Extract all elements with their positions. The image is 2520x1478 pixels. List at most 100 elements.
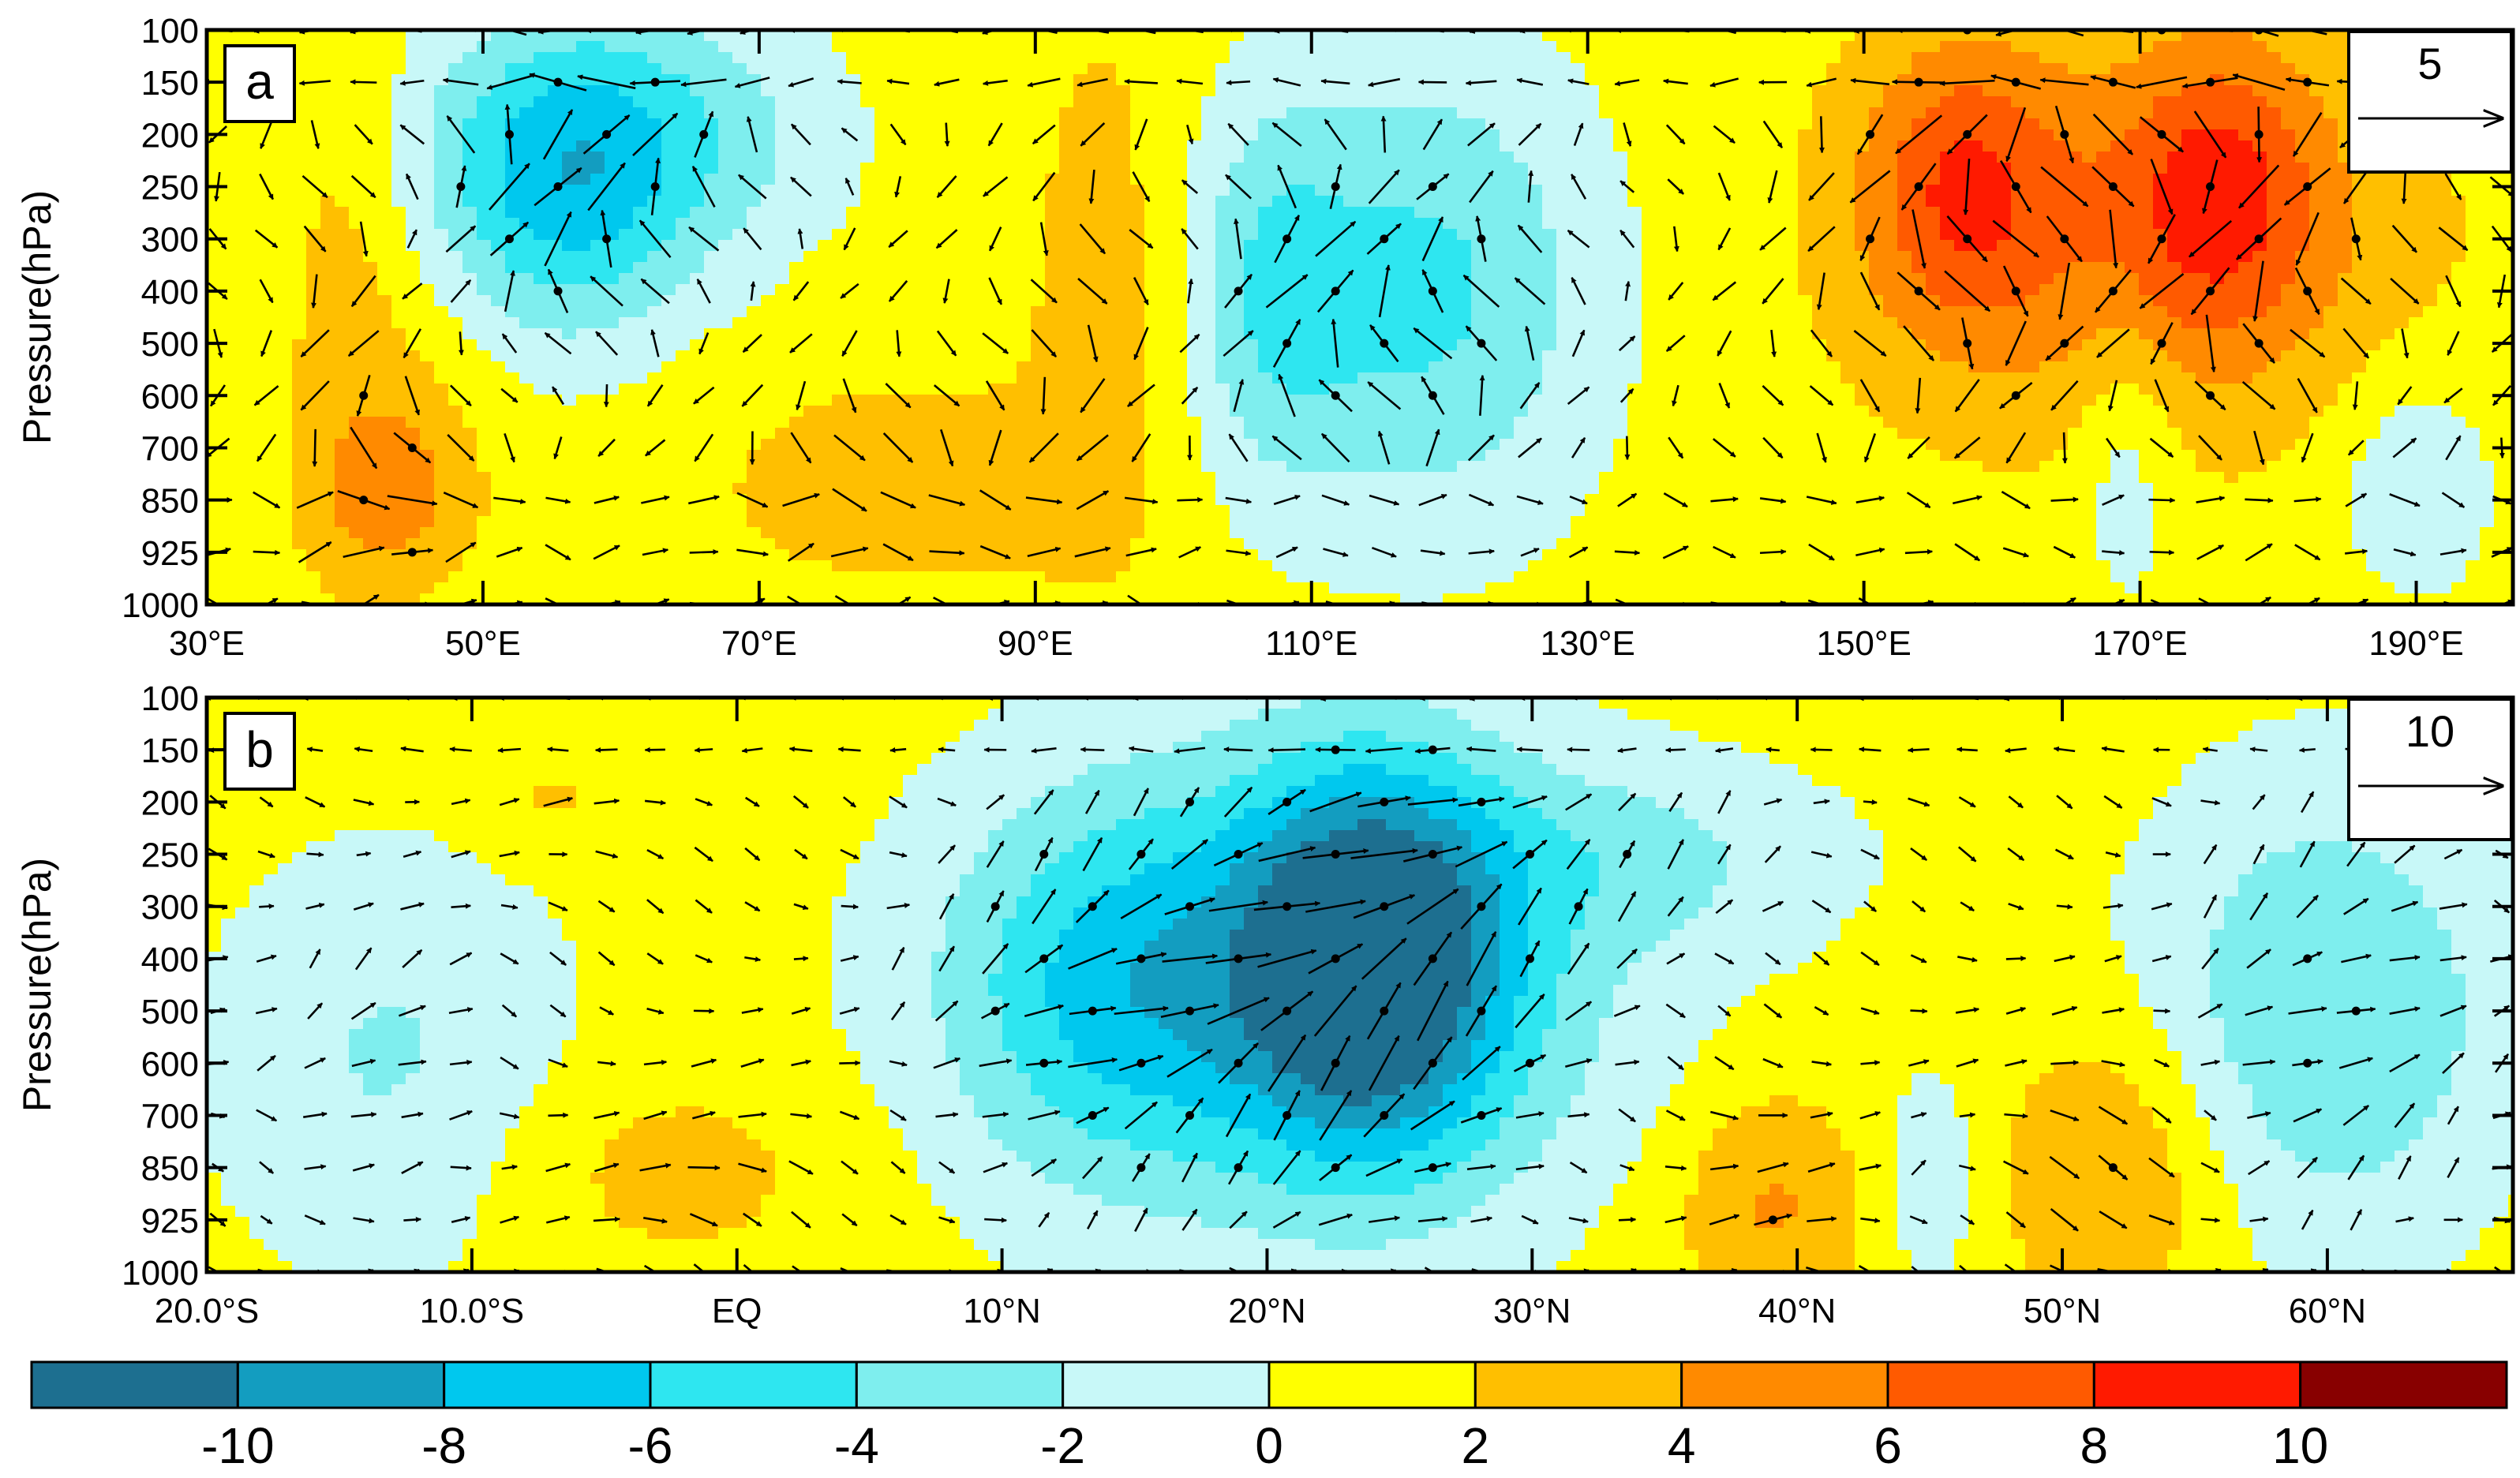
field-cell: [1698, 63, 1713, 75]
field-cell: [406, 52, 421, 64]
field-cell: [690, 350, 705, 362]
field-cell: [1869, 52, 1884, 64]
field-cell: [1883, 240, 1898, 252]
field-cell: [676, 52, 691, 64]
field-cell: [1116, 41, 1131, 53]
field-cell: [1159, 328, 1174, 340]
field-cell: [1741, 96, 1756, 108]
field-cell: [491, 306, 506, 318]
field-cell: [1329, 229, 1344, 241]
field-cell: [2025, 262, 2040, 274]
field-cell: [1585, 63, 1600, 75]
field-cell: [534, 350, 549, 362]
field-cell: [2139, 328, 2154, 340]
field-cell: [1840, 118, 1855, 130]
field-cell: [1144, 361, 1159, 373]
field-cell: [1556, 85, 1571, 97]
field-cell: [1741, 118, 1756, 130]
field-cell: [1173, 284, 1188, 296]
field-cell: [1428, 251, 1443, 263]
field-cell: [1315, 317, 1330, 329]
field-cell: [903, 339, 918, 351]
field-cell: [1698, 174, 1713, 185]
field-cell: [1642, 207, 1657, 219]
field-cell: [1784, 328, 1799, 340]
field-cell: [1173, 262, 1188, 274]
field-cell: [235, 129, 250, 141]
field-cell: [647, 107, 662, 119]
field-cell: [1954, 240, 1969, 252]
field-cell: [1812, 85, 1827, 97]
field-cell: [974, 52, 989, 64]
field-cell: [2039, 317, 2054, 329]
field-cell: [1045, 207, 1060, 219]
field-cell: [1784, 129, 1799, 141]
field-cell: [2011, 63, 2026, 75]
field-cell: [917, 317, 932, 329]
field-cell: [2153, 284, 2168, 296]
field-cell: [1357, 41, 1372, 53]
field-cell: [1187, 262, 1202, 274]
field-cell: [761, 328, 776, 340]
field-cell: [1613, 196, 1628, 208]
field-cell: [974, 140, 989, 152]
field-cell: [2323, 96, 2338, 108]
field-cell: [1883, 52, 1898, 64]
panel-a-field: [207, 30, 2513, 604]
field-cell: [1357, 273, 1372, 285]
field-cell: [2409, 273, 2424, 285]
field-cell: [1627, 63, 1642, 75]
field-cell: [264, 251, 279, 263]
field-cell: [1840, 30, 1855, 42]
field-cell: [1798, 207, 1813, 219]
field-cell: [960, 240, 975, 252]
field-cell: [874, 41, 889, 53]
field-cell: [477, 74, 492, 86]
field-cell: [519, 129, 534, 141]
field-cell: [2267, 52, 2282, 64]
field-cell: [1400, 163, 1415, 174]
field-cell: [1599, 339, 1614, 351]
field-cell: [2125, 218, 2140, 230]
field-cell: [860, 85, 875, 97]
field-cell: [320, 317, 335, 329]
field-cell: [1471, 152, 1486, 163]
field-cell: [676, 207, 691, 219]
field-cell: [306, 240, 321, 252]
field-cell: [789, 251, 804, 263]
field-cell: [1116, 350, 1131, 362]
field-cell: [278, 361, 293, 373]
field-cell: [676, 74, 691, 86]
field-cell: [2153, 118, 2168, 130]
field-cell: [1713, 317, 1728, 329]
field-cell: [2025, 207, 2040, 219]
field-cell: [278, 218, 293, 230]
field-cell: [1400, 107, 1415, 119]
field-cell: [1642, 218, 1657, 230]
field-cell: [1485, 251, 1500, 263]
field-cell: [718, 107, 733, 119]
field-cell: [1088, 218, 1103, 230]
field-cell: [960, 185, 975, 196]
field-cell: [1457, 140, 1472, 152]
field-cell: [548, 30, 563, 42]
field-cell: [1713, 196, 1728, 208]
field-cell: [2338, 185, 2353, 196]
field-cell: [1002, 361, 1017, 373]
field-cell: [633, 63, 648, 75]
field-cell: [2110, 63, 2125, 75]
field-cell: [874, 273, 889, 285]
field-cell: [1017, 185, 1032, 196]
field-cell: [519, 229, 534, 241]
field-cell: [960, 328, 975, 340]
field-cell: [1755, 218, 1770, 230]
field-cell: [1514, 152, 1529, 163]
field-cell: [704, 229, 719, 241]
field-cell: [306, 317, 321, 329]
field-cell: [1571, 140, 1586, 152]
field-cell: [477, 306, 492, 318]
field-cell: [1812, 284, 1827, 296]
field-cell: [1627, 207, 1642, 219]
field-cell: [2238, 85, 2253, 97]
field-cell: [320, 350, 335, 362]
